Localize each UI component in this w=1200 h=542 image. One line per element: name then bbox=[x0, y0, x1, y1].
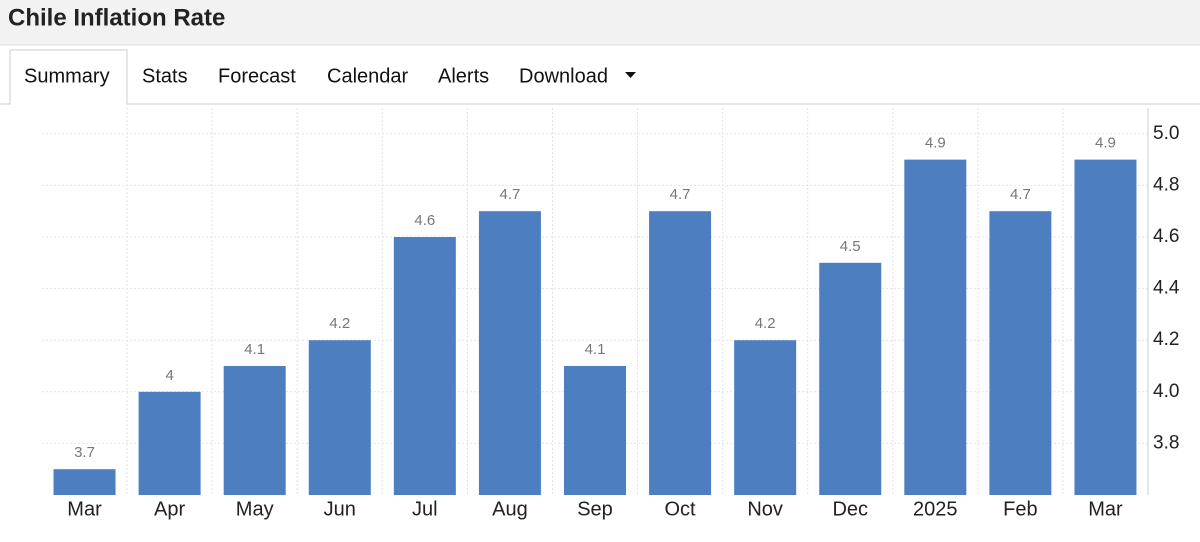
data-label: 4.1 bbox=[585, 341, 606, 358]
bar bbox=[904, 159, 967, 495]
data-label: 4.9 bbox=[1095, 135, 1116, 152]
x-tick-label: Feb bbox=[1003, 498, 1037, 520]
bar bbox=[1074, 159, 1137, 495]
active-tab-cover bbox=[11, 100, 126, 106]
data-label: 4.6 bbox=[414, 212, 435, 229]
bar bbox=[989, 211, 1052, 495]
bar bbox=[393, 237, 456, 495]
bar bbox=[308, 340, 371, 495]
data-label: 4 bbox=[165, 367, 173, 384]
y-tick-label: 3.8 bbox=[1153, 432, 1179, 453]
header-bar bbox=[0, 0, 1200, 45]
bar bbox=[649, 211, 712, 495]
y-tick-label: 5.0 bbox=[1153, 123, 1179, 144]
active-tab[interactable] bbox=[9, 49, 128, 104]
tab[interactable]: Forecast bbox=[218, 65, 296, 87]
y-tick-label: 4.6 bbox=[1153, 226, 1179, 247]
data-label: 4.1 bbox=[244, 341, 265, 358]
bar bbox=[478, 211, 541, 495]
x-tick-label: Mar bbox=[67, 498, 102, 520]
data-label: 4.7 bbox=[1010, 186, 1031, 203]
bar bbox=[564, 366, 626, 495]
tab[interactable]: Download bbox=[519, 65, 608, 87]
data-label: 4.9 bbox=[925, 135, 946, 152]
tab[interactable]: Calendar bbox=[327, 65, 409, 87]
data-label: 4.2 bbox=[329, 315, 350, 332]
x-tick-label: Dec bbox=[832, 498, 868, 520]
x-tick-label: Oct bbox=[665, 498, 697, 520]
bar bbox=[223, 366, 286, 495]
x-tick-label: Apr bbox=[154, 498, 185, 520]
data-label: 4.2 bbox=[755, 315, 776, 332]
y-tick-label: 4.0 bbox=[1153, 381, 1179, 402]
x-tick-label: Jun bbox=[324, 498, 356, 520]
data-label: 3.7 bbox=[74, 444, 95, 461]
x-tick-label: May bbox=[236, 498, 274, 520]
bar bbox=[53, 469, 116, 495]
tab[interactable]: Alerts bbox=[438, 65, 489, 87]
x-tick-label: Nov bbox=[747, 498, 783, 520]
data-label: 4.5 bbox=[840, 238, 861, 255]
bar bbox=[819, 262, 882, 495]
dropdown-arrow[interactable] bbox=[625, 72, 636, 78]
y-tick-label: 4.8 bbox=[1153, 174, 1179, 195]
x-tick-label: Jul bbox=[412, 498, 438, 520]
y-tick-label: 4.4 bbox=[1153, 278, 1180, 299]
x-tick-label: Aug bbox=[492, 498, 528, 520]
x-tick-label: 2025 bbox=[913, 498, 958, 520]
data-label: 4.7 bbox=[499, 186, 520, 203]
bar bbox=[734, 340, 797, 495]
tab[interactable]: Stats bbox=[142, 65, 188, 87]
chart-title: Chile Inflation Rate bbox=[8, 4, 225, 31]
tab[interactable]: Summary bbox=[24, 65, 110, 87]
y-tick-label: 4.2 bbox=[1153, 329, 1179, 350]
data-label: 4.7 bbox=[670, 186, 691, 203]
bar bbox=[138, 391, 201, 495]
x-tick-label: Mar bbox=[1088, 498, 1123, 520]
x-tick-label: Sep bbox=[577, 498, 613, 520]
